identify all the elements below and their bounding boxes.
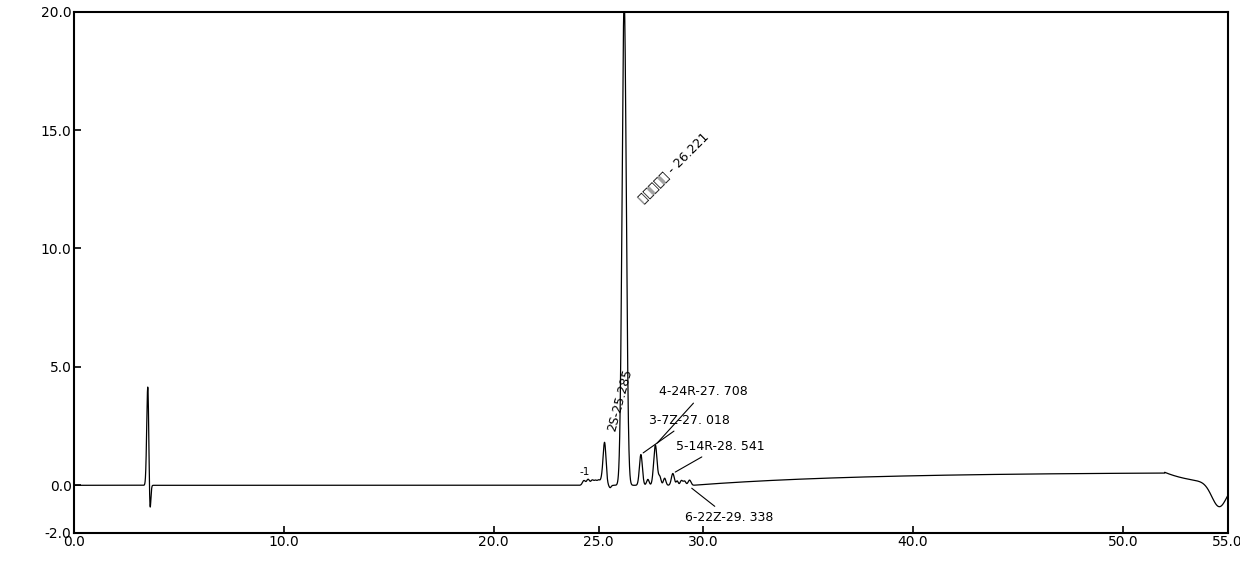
Text: -1: -1 [580,467,590,477]
Text: 2S-25.285: 2S-25.285 [606,368,635,433]
Text: 5-14R-28. 541: 5-14R-28. 541 [676,440,765,472]
Text: 4-24R-27. 708: 4-24R-27. 708 [657,385,748,443]
Text: 3-7Z-27. 018: 3-7Z-27. 018 [644,414,730,453]
Text: 6-22Z-29. 338: 6-22Z-29. 338 [684,488,773,524]
Text: 帕立骨化醇 - 26.221: 帕立骨化醇 - 26.221 [636,131,712,206]
